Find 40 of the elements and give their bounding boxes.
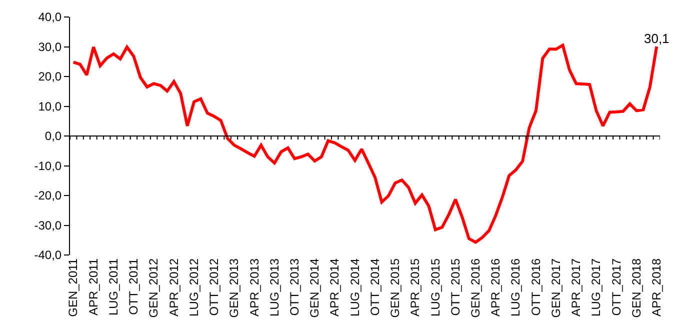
y-tick-label: 40,0 xyxy=(38,10,62,24)
y-tick-label: -10,0 xyxy=(34,158,62,173)
y-tick-label: 30,0 xyxy=(38,40,62,54)
x-tick-label: APR_2014 xyxy=(328,258,342,316)
x-tick-label: APR_2012 xyxy=(166,258,181,316)
x-tick-label: GEN_2017 xyxy=(548,258,563,318)
x-tick-label: LUG_2016 xyxy=(508,258,523,316)
x-tick-label: OTT_2015 xyxy=(448,258,462,316)
x-tick-label: APR_2018 xyxy=(650,258,664,316)
x-tick-label: APR_2011 xyxy=(86,258,100,316)
x-tick-label: OTT_2016 xyxy=(528,258,543,316)
x-tick-label: OTT_2013 xyxy=(288,258,302,316)
y-tick-label: 20,0 xyxy=(38,70,62,84)
y-tick-label: -30,0 xyxy=(34,218,62,232)
x-tick-label: APR_2017 xyxy=(569,258,584,316)
x-tick-label: LUG_2014 xyxy=(348,258,362,316)
x-tick-label: GEN_2012 xyxy=(146,258,161,318)
x-tick-label: GEN_2013 xyxy=(227,258,242,318)
x-tick-label: GEN_2014 xyxy=(308,258,322,318)
x-tick-label: LUG_2017 xyxy=(589,258,604,316)
x-tick-label: APR_2013 xyxy=(247,258,262,316)
x-tick-label: APR_2016 xyxy=(488,258,503,316)
x-tick-label: GEN_2016 xyxy=(468,258,483,318)
data-label: 30,1 xyxy=(644,31,670,46)
x-tick-label: LUG_2011 xyxy=(106,258,120,316)
x-tick-label: GEN_2018 xyxy=(629,258,644,318)
x-tick-label: GEN_2011 xyxy=(66,258,80,317)
x-tick-label: LUG_2013 xyxy=(267,258,282,316)
x-tick-label: LUG_2012 xyxy=(186,258,201,316)
x-tick-label: APR_2015 xyxy=(408,258,422,316)
y-tick-label: -40,0 xyxy=(34,248,62,262)
x-tick-label: GEN_2015 xyxy=(388,258,402,318)
y-tick-label: 10,0 xyxy=(38,99,62,114)
x-tick-label: LUG_2015 xyxy=(428,258,442,316)
x-tick-label: OTT_2017 xyxy=(609,258,624,316)
y-tick-label: -20,0 xyxy=(34,188,62,203)
y-tick-label: 0,0 xyxy=(44,129,62,144)
x-tick-label: OTT_2012 xyxy=(207,258,222,316)
x-tick-label: OTT_2014 xyxy=(368,258,382,316)
x-tick-label: OTT_2011 xyxy=(126,258,141,315)
